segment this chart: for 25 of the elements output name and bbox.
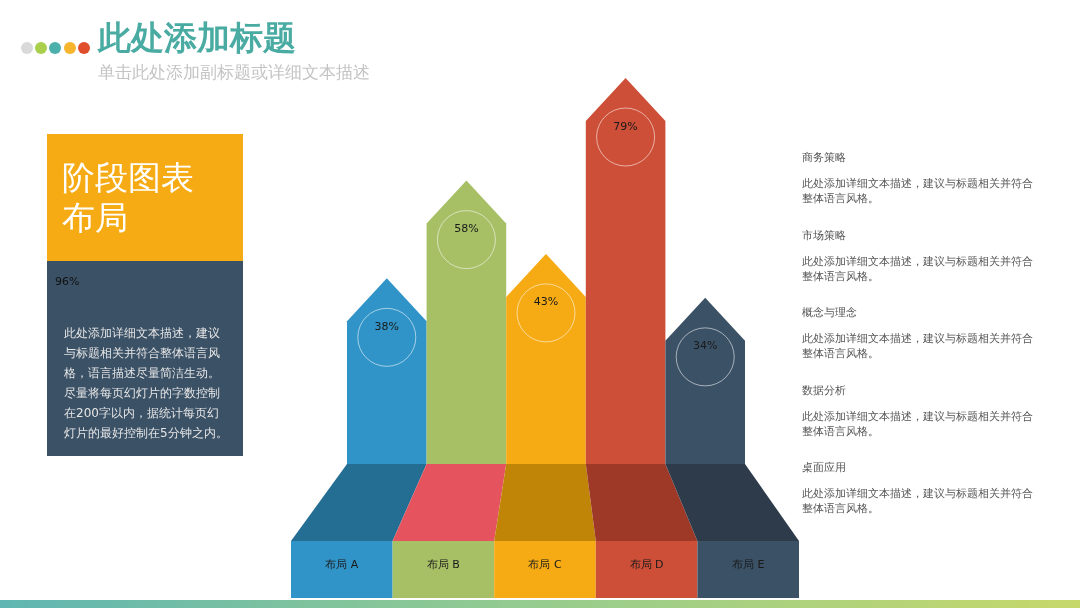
chart-title: 此处添加标题 [98,18,296,58]
text: 此处添加详细文本描述，建议与标题相关并符合整体语言风格。 [802,331,1034,361]
text: 此处添加详细文本描述，建议与标题相关并符合整体语言风格。 [802,408,1034,439]
text: 桌面应用 [802,460,846,474]
text: 此处添加详细文本描述，建议与标题相关并符合整体语言风格。 [802,176,1034,206]
text: 96% [55,275,80,289]
x-tick-label: 布局 D [628,558,665,572]
text: 此处添加详细文本描述，建议与标题相关并符合整体语言风格。 [802,253,1034,284]
text: 阶段图表布局 [62,158,195,238]
data-label: 58% [454,222,479,236]
x-tick-label: 布局 E [730,558,766,572]
x-tick-label: 布局 C [527,558,563,572]
x-tick-label: 布局 A [324,558,360,572]
chart-subtitle: 单击此处添加副标题或详细文本描述 [98,62,370,82]
text: 商务策略 [802,150,846,164]
text: 此处添加详细文本描述，建议与标题相关并符合整体语言风格。 [802,486,1034,516]
data-label: 34% [692,339,718,353]
data-label: 38% [374,319,400,333]
text: 市场策略 [802,227,846,242]
x-tick-label: 布局 B [425,558,461,572]
text: 概念与理念 [802,305,857,319]
data-label: 79% [613,119,638,133]
data-label: 43% [533,295,559,309]
text: 此处添加详细文本描述，建议与标题相关并符合整体语言风格，语言描述尽量简洁生动。尽量将每页幻灯片的字数控制在200字以内，据统计每页幻灯片的最好控制在5分钟之内。 [64,325,229,442]
text: 数据分析 [802,382,846,397]
